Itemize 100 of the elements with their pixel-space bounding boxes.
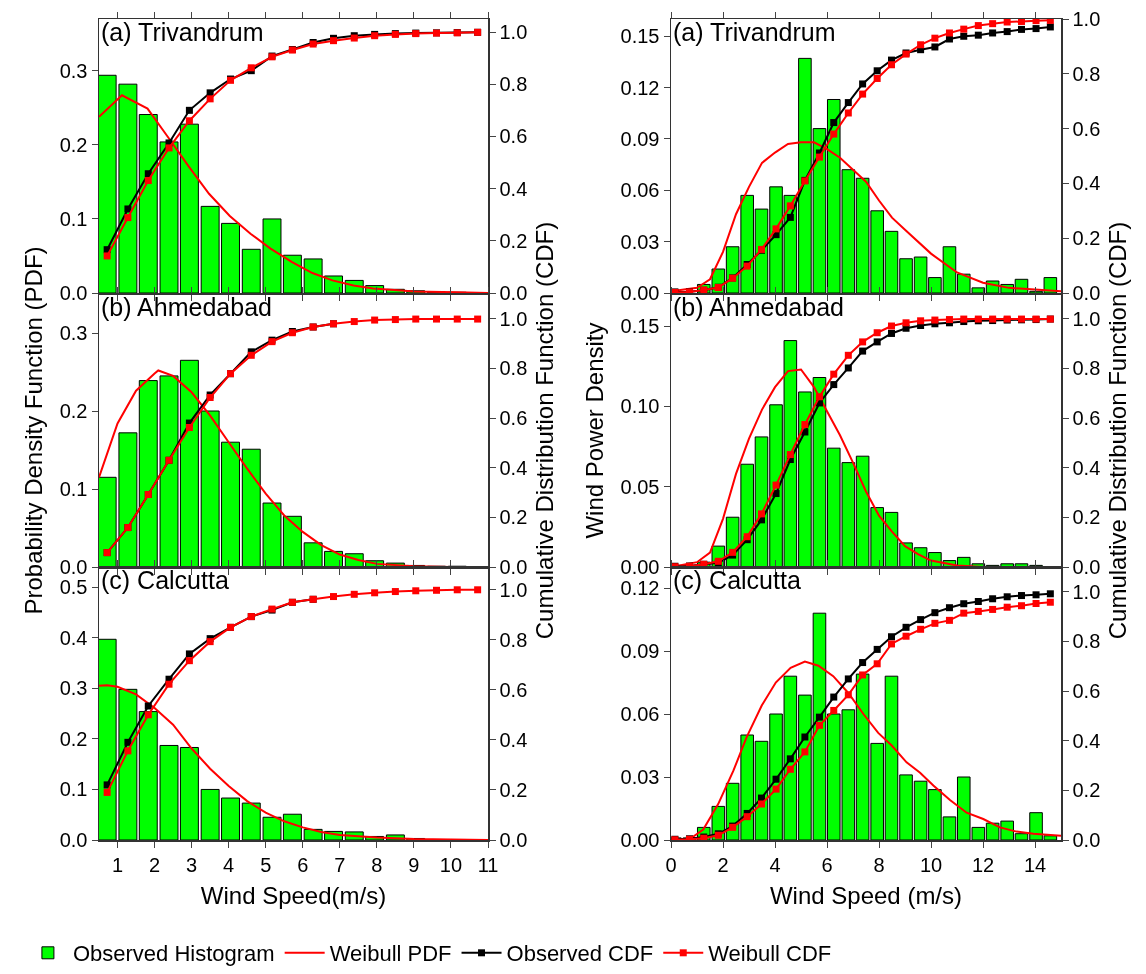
y-tick-label: 0.05 xyxy=(620,475,660,498)
x-tick-label: 8 xyxy=(873,853,885,876)
chart-title: (b) Ahmedabad xyxy=(101,293,272,321)
x-tick-label: 1 xyxy=(111,853,124,876)
x-tick-label: 2 xyxy=(149,853,161,876)
x-tick-label: 10 xyxy=(439,853,463,876)
x-axis-title: Wind Speed (m/s) xyxy=(769,881,963,909)
y2-tick-label: 0.4 xyxy=(499,728,528,751)
y2-tick-label: 0.8 xyxy=(1072,630,1101,653)
x-tick-label: 8 xyxy=(371,853,383,876)
y2-tick-label: 0.8 xyxy=(499,357,528,380)
x-tick-label: 0 xyxy=(665,853,677,876)
x-tick-label: 9 xyxy=(408,853,420,876)
y2-tick-label: 1.0 xyxy=(1072,307,1101,330)
y-tick-label: 0.12 xyxy=(620,577,660,599)
x-tick-label: 4 xyxy=(223,853,235,876)
x-tick-label: 12 xyxy=(971,853,995,876)
x-tick-label: 3 xyxy=(186,853,198,876)
y-axis-title: Probability Density Function (PDF) xyxy=(20,246,48,615)
chart-title: (a) Trivandrum xyxy=(673,18,836,46)
y-tick-label: 0.15 xyxy=(620,315,660,338)
y2-tick-label: 1.0 xyxy=(499,21,528,44)
legend-label: Observed Histogram xyxy=(72,941,275,967)
y2-tick-label: 0.2 xyxy=(1072,506,1101,529)
y-tick-label: 0.00 xyxy=(620,556,660,578)
y2-tick-label: 0.0 xyxy=(499,556,528,578)
x-tick-label: 5 xyxy=(260,853,272,876)
y2-tick-label: 0.2 xyxy=(499,506,528,529)
x-tick-label: 6 xyxy=(297,853,309,876)
legend-label: Observed CDF xyxy=(506,941,654,967)
y-tick-label: 0.00 xyxy=(620,829,660,851)
y2-tick-label: 1.0 xyxy=(1072,580,1101,603)
y-tick-label: 0.0 xyxy=(59,282,88,304)
y-tick-label: 0.15 xyxy=(620,25,660,48)
y2-tick-label: 0.0 xyxy=(1072,829,1101,851)
y2-tick-label: 1.0 xyxy=(1072,8,1101,30)
chart-title: (b) Ahmedabad xyxy=(673,293,844,321)
y2-tick-label: 0.6 xyxy=(499,407,528,430)
y2-axis-title: Cumulative Distribution Function (CDF) xyxy=(1104,221,1132,640)
y-tick-label: 0.09 xyxy=(620,127,660,150)
y-tick-label: 0.2 xyxy=(59,400,88,422)
y2-tick-label: 0.4 xyxy=(1072,172,1101,195)
y2-tick-label: 0.8 xyxy=(499,628,528,651)
y-tick-label: 0.10 xyxy=(620,395,660,418)
y2-tick-label: 0.4 xyxy=(1072,456,1101,479)
x-tick-label: 11 xyxy=(477,853,499,876)
y2-tick-label: 0.0 xyxy=(1072,282,1101,304)
chart-title: (c) Calcutta xyxy=(101,566,229,594)
y-tick-label: 0.00 xyxy=(620,282,660,304)
y2-tick-label: 1.0 xyxy=(499,307,528,330)
y2-tick-label: 0.2 xyxy=(1072,227,1101,250)
x-tick-label: 2 xyxy=(717,853,729,876)
x-tick-label: 10 xyxy=(919,853,943,876)
y-tick-label: 0.3 xyxy=(59,677,88,700)
y-tick-label: 0.06 xyxy=(620,179,660,202)
y2-tick-label: 0.0 xyxy=(499,829,528,851)
y-tick-label: 0.2 xyxy=(59,727,88,750)
y-tick-label: 0.5 xyxy=(59,576,88,599)
y-tick-label: 0.3 xyxy=(59,322,88,344)
y-tick-label: 0.2 xyxy=(59,133,88,156)
y-tick-label: 0.03 xyxy=(620,230,660,253)
y2-tick-label: 0.0 xyxy=(499,282,528,304)
y-tick-label: 0.0 xyxy=(59,829,88,851)
y2-tick-label: 0.4 xyxy=(499,177,528,200)
y2-tick-label: 0.8 xyxy=(1072,357,1101,380)
y2-tick-label: 0.6 xyxy=(1072,407,1101,430)
y-tick-label: 0.06 xyxy=(620,703,660,725)
y-tick-label: 0.12 xyxy=(620,76,660,99)
y2-axis-title: Cumulative Distribution Function (CDF) xyxy=(531,221,559,640)
y2-tick-label: 0.2 xyxy=(1072,779,1101,802)
y2-tick-label: 0.8 xyxy=(1072,62,1101,85)
legend-label: Weibull CDF xyxy=(708,941,832,967)
y2-tick-label: 0.2 xyxy=(499,778,528,801)
y-tick-label: 0.0 xyxy=(59,556,88,578)
y2-tick-label: 0.2 xyxy=(499,229,528,252)
y2-tick-label: 0.4 xyxy=(1072,729,1101,752)
y-tick-label: 0.3 xyxy=(59,59,88,82)
legend-label: Weibull PDF xyxy=(329,941,452,967)
y-tick-label: 0.1 xyxy=(59,478,88,500)
x-tick-label: 7 xyxy=(334,853,346,876)
x-tick-label: 14 xyxy=(1023,853,1047,876)
y-tick-label: 0.1 xyxy=(59,778,88,801)
y-tick-label: 0.4 xyxy=(59,626,88,649)
x-tick-label: 6 xyxy=(821,853,833,876)
y2-tick-label: 0.8 xyxy=(499,73,528,96)
y2-tick-label: 0.6 xyxy=(499,125,528,148)
y2-tick-label: 0.4 xyxy=(499,456,528,479)
y2-tick-label: 1.0 xyxy=(499,578,528,601)
y-tick-label: 0.1 xyxy=(59,207,88,230)
chart-title: (c) Calcutta xyxy=(673,566,801,594)
x-axis-title: Wind Speed(m/s) xyxy=(200,881,387,909)
y-axis-title: Wind Power Density xyxy=(580,322,608,539)
y-tick-label: 0.03 xyxy=(620,766,660,788)
x-tick-label: 4 xyxy=(769,853,781,876)
y2-tick-label: 0.0 xyxy=(1072,556,1101,578)
y-tick-label: 0.09 xyxy=(620,640,660,662)
y2-tick-label: 0.6 xyxy=(1072,117,1101,140)
chart-title: (a) Trivandrum xyxy=(101,18,264,46)
y2-tick-label: 0.6 xyxy=(1072,680,1101,703)
y2-tick-label: 0.6 xyxy=(499,678,528,701)
